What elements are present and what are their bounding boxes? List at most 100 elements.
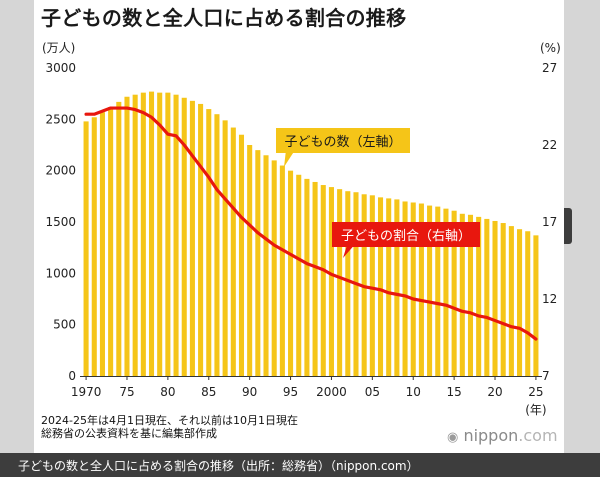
- bar-children-count: [517, 229, 523, 376]
- y-left-tick-label: 1500: [45, 215, 76, 229]
- bar-children-count: [91, 117, 97, 376]
- bar-children-count: [476, 216, 482, 376]
- bar-children-count: [255, 150, 261, 376]
- y-left-tick-label: 0: [68, 369, 76, 383]
- logo-suffix: com: [523, 426, 558, 445]
- bar-children-count: [173, 94, 179, 376]
- y-left-tick-label: 500: [53, 318, 76, 332]
- x-tick-label: 15: [446, 385, 461, 399]
- bar-children-count: [140, 92, 146, 376]
- bar-children-count: [230, 127, 236, 376]
- y-left-tick-label: 3000: [45, 61, 76, 75]
- chart-title: 子どもの数と全人口に占める割合の推移: [41, 6, 407, 30]
- bar-children-count: [304, 178, 310, 376]
- bar-children-count: [508, 226, 514, 376]
- bar-children-count: [165, 92, 171, 376]
- x-tick-label: 85: [201, 385, 216, 399]
- y-right-tick-label: 7: [542, 369, 550, 383]
- bar-children-count: [222, 120, 228, 376]
- y-left-tick-label: 2000: [45, 164, 76, 178]
- bar-children-count: [500, 223, 506, 376]
- x-axis-unit: (年): [525, 403, 546, 417]
- bar-children-count: [198, 103, 204, 377]
- logo-dot: .: [518, 426, 524, 445]
- bar-children-count: [418, 203, 424, 376]
- bar-children-count: [337, 189, 343, 376]
- bar-children-count: [148, 91, 155, 377]
- bar-children-count: [484, 218, 490, 376]
- bar-children-count: [132, 94, 138, 376]
- image-caption: 子どもの数と全人口に占める割合の推移（出所：総務省）（nippon.com）: [18, 459, 419, 473]
- bar-children-count: [263, 155, 269, 376]
- bar-children-count: [296, 174, 302, 376]
- x-tick-label: 10: [406, 385, 421, 399]
- y-left-unit: (万人): [42, 41, 75, 55]
- bar-children-count: [369, 195, 375, 376]
- bar-children-count: [271, 160, 277, 376]
- bar-children-count: [157, 92, 163, 376]
- legend-label-bars: 子どもの数（左軸）: [284, 135, 401, 150]
- bar-children-count: [533, 235, 539, 376]
- caption-bar: 子どもの数と全人口に占める割合の推移（出所：総務省）（nippon.com）: [0, 453, 600, 477]
- x-tick-label: 75: [119, 385, 134, 399]
- bar-children-count: [467, 214, 474, 376]
- bar-children-count: [459, 213, 465, 376]
- bar-children-count: [394, 199, 400, 376]
- bar-children-count: [427, 205, 433, 376]
- footnote-source: 総務省の公表資料を基に編集部作成: [41, 427, 217, 440]
- x-tick-label: 20: [487, 385, 502, 399]
- x-tick-label: 25: [528, 385, 543, 399]
- logo-name: nippon: [463, 426, 519, 445]
- x-tick-label: 05: [365, 385, 380, 399]
- y-right-tick-label: 12: [542, 292, 557, 306]
- x-tick-label: 80: [160, 385, 175, 399]
- x-tick-label: 95: [283, 385, 298, 399]
- x-tick-label: 90: [242, 385, 257, 399]
- bar-children-count: [345, 191, 351, 376]
- bar-children-count: [451, 210, 457, 376]
- y-right-unit: (%): [540, 41, 561, 55]
- side-scroll-tab[interactable]: [564, 208, 572, 244]
- logo-globe-icon: ◉: [447, 430, 459, 445]
- y-right-tick-label: 22: [542, 138, 557, 152]
- y-right-tick-label: 27: [542, 61, 557, 75]
- bar-children-count: [402, 201, 408, 376]
- x-tick-label: 2000: [316, 385, 347, 399]
- callout-pointer-bars: [284, 150, 295, 167]
- bar-children-count: [435, 206, 441, 376]
- bar-children-count: [328, 187, 334, 376]
- chart-svg: (万人) (%) 0 500 1000 1500 2000 2500 3000 7 12 17 22 27…: [42, 41, 561, 417]
- y-right-tick-label: 17: [542, 215, 557, 229]
- callout-box-line: [332, 222, 480, 247]
- bar-children-count: [83, 121, 89, 376]
- bar-children-count: [410, 202, 416, 376]
- y-left-tick-label: 1000: [45, 266, 76, 280]
- bar-children-count: [206, 109, 212, 376]
- bar-children-count: [124, 96, 130, 376]
- bar-children-count: [189, 100, 195, 376]
- bar-children-count: [443, 208, 449, 376]
- bar-children-count: [525, 231, 531, 376]
- bar-children-count: [386, 198, 392, 376]
- nippon-logo: ◉ nippon.com: [447, 426, 558, 445]
- bar-children-count: [312, 181, 318, 376]
- bar-children-count: [99, 112, 105, 377]
- bar-children-count: [247, 145, 253, 376]
- bar-children-count: [214, 114, 220, 376]
- bar-children-count: [377, 197, 384, 376]
- bar-children-count: [288, 170, 294, 376]
- bar-children-count: [492, 220, 498, 376]
- y-left-tick-label: 2500: [45, 112, 76, 126]
- bar-children-count: [279, 165, 285, 376]
- bar-children-count: [320, 185, 326, 376]
- bar-children-count: [181, 97, 187, 377]
- callout-box-bars: [276, 128, 410, 153]
- x-tick-label: 1970: [71, 385, 102, 399]
- bar-children-count: [116, 101, 122, 376]
- bar-children-count: [238, 134, 245, 376]
- line-children-share: [84, 106, 538, 341]
- legend-label-line: 子どもの割合（右軸）: [341, 228, 471, 244]
- footnote-date-basis: 2024-25年は4月1日現在、それ以前は10月1日現在: [41, 414, 298, 427]
- bar-children-count: [108, 107, 114, 376]
